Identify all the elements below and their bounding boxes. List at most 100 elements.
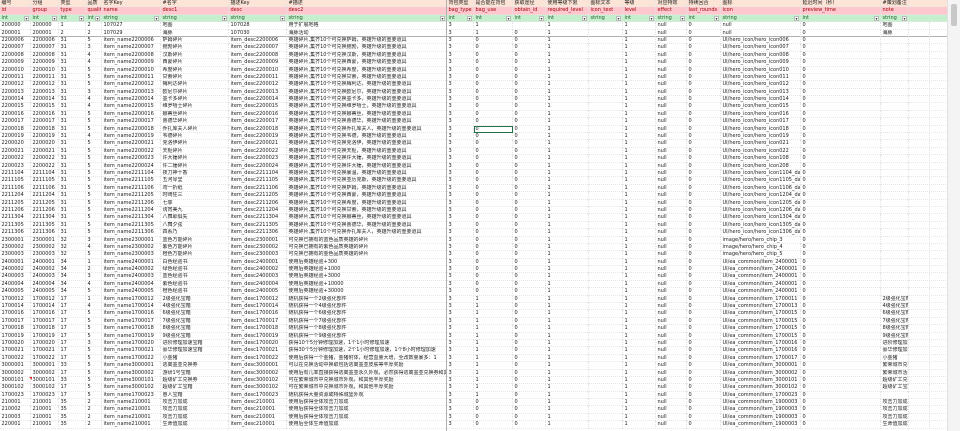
cell-icon[interactable]: UI/ea_common/item_1700016 <box>721 347 801 355</box>
cell-preview_time[interactable]: 0 <box>801 258 881 267</box>
empty-cell[interactable] <box>909 288 930 296</box>
cell-icon[interactable]: UI/hero_icon/hero_icon008 <box>721 51 801 60</box>
cell-obtain_id[interactable]: 0 <box>513 118 546 126</box>
cell-desc[interactable]: item_desc2200022 <box>229 147 287 156</box>
cell-name[interactable]: item_name1700014 <box>102 303 161 311</box>
cell-icon_text[interactable] <box>589 273 623 281</box>
cell-bag_use[interactable]: 1 <box>474 376 513 385</box>
cell-desc2[interactable]: 英雄碎片,集齐10个可兑换萨姆，英雄升级的重要道具 <box>287 36 447 45</box>
cell-required_level[interactable]: 1 <box>546 369 589 377</box>
cell-bag_type[interactable]: 3 <box>447 280 474 289</box>
cell-icon_text[interactable] <box>589 258 623 267</box>
cell-bag_use[interactable]: 1 <box>474 29 513 37</box>
cell-desc1[interactable]: 2级强化宝箱 <box>161 295 229 304</box>
cell-level[interactable]: 1 <box>623 273 656 281</box>
cell-level[interactable]: 1 <box>623 147 656 156</box>
cell-preview_time[interactable]: 0 <box>801 384 881 392</box>
cell-obtain_id[interactable]: 0 <box>513 236 546 244</box>
cell-level[interactable]: 1 <box>623 88 656 97</box>
cell-id[interactable]: 2200007 <box>0 44 31 52</box>
field-type-level[interactable]: int ▾ <box>623 14 656 23</box>
cell-effect[interactable]: null <box>656 147 687 156</box>
cell-required_level[interactable]: 1 <box>546 81 589 89</box>
cell-level[interactable]: 1 <box>623 73 656 82</box>
cell-obtain_id[interactable]: 0 <box>513 310 546 318</box>
cell-obtain_id[interactable]: 0 <box>513 192 546 200</box>
field-type-bag_type[interactable]: int ▾ <box>447 14 474 23</box>
empty-cell[interactable] <box>909 44 930 52</box>
cell-type[interactable]: 17 <box>59 317 86 326</box>
cell-bag_use[interactable]: 1 <box>474 347 513 355</box>
cell-id[interactable]: 2200015 <box>0 103 31 111</box>
cell-preview_time[interactable]: 0 <box>801 310 881 318</box>
cell-id[interactable]: 2200008 <box>0 51 31 60</box>
cell-desc2[interactable]: 使用后英雄经验+30000 <box>287 288 447 296</box>
cell-quality[interactable]: 5 <box>86 376 102 385</box>
cell-note[interactable] <box>881 36 909 45</box>
field-type-note[interactable]: string ▾ <box>881 14 909 23</box>
empty-cell[interactable] <box>909 362 930 370</box>
cell-quality[interactable]: 5 <box>86 177 102 185</box>
cell-id[interactable]: 2200016 <box>0 110 31 119</box>
filter-dropdown-icon[interactable]: ▾ <box>222 15 227 21</box>
cell-desc2[interactable]: 英雄碎片,集齐10个可兑换梅利达，英雄升级的重要道具 <box>287 81 447 89</box>
cell-group[interactable]: 3000102 <box>31 384 59 392</box>
cell-id[interactable]: 2200014 <box>0 96 31 104</box>
cell-name[interactable]: item_name1700022 <box>102 354 161 363</box>
empty-cell[interactable] <box>909 22 930 30</box>
cell-obtain_id[interactable]: 0 <box>513 362 546 370</box>
cell-group[interactable]: 2200020 <box>31 140 59 148</box>
cell-desc[interactable]: item_desc2400004 <box>229 280 287 289</box>
cell-icon_text[interactable] <box>589 214 623 222</box>
cell-bag_type[interactable]: 3 <box>447 258 474 267</box>
cell-last_rounds[interactable]: 0 <box>687 177 721 185</box>
cell-bag_type[interactable]: 3 <box>447 317 474 326</box>
column-header-note[interactable]: #策划备注 <box>881 0 909 8</box>
cell-last_rounds[interactable]: 0 <box>687 354 721 363</box>
cell-group[interactable]: 2211206 <box>31 206 59 215</box>
cell-obtain_id[interactable]: 0 <box>513 376 546 385</box>
cell-desc2[interactable]: 可兑换已拥有的紫色品质英雄的碎片 <box>287 243 447 252</box>
cell-desc[interactable]: item_desc2200019 <box>229 133 287 141</box>
cell-effect[interactable]: null <box>656 391 687 400</box>
cell-icon_text[interactable] <box>589 310 623 318</box>
cell-icon_text[interactable] <box>589 413 623 422</box>
field-name-id[interactable]: id <box>0 7 31 15</box>
cell-last_rounds[interactable]: 0 <box>687 162 721 170</box>
cell-last_rounds[interactable]: 0 <box>687 22 721 30</box>
cell-name[interactable]: item_name210001 <box>102 406 161 414</box>
cell-desc1[interactable]: 生命值加成 <box>161 421 229 429</box>
cell-level[interactable]: 1 <box>623 103 656 111</box>
cell-required_level[interactable]: 1 <box>546 258 589 267</box>
cell-quality[interactable]: 3 <box>86 273 102 281</box>
cell-note[interactable]: 进阶修理加速宝箱 <box>882 339 909 348</box>
cell-note[interactable]: 攻击力加成 <box>882 399 909 407</box>
cell-bag_type[interactable]: 3 <box>447 44 474 52</box>
cell-icon[interactable]: UI/hero_icon/hero_icon011 <box>721 73 801 82</box>
cell-preview_time[interactable]: 0 <box>801 110 881 119</box>
empty-cell[interactable] <box>909 310 930 318</box>
cell-bag_use[interactable]: 0 <box>474 280 513 289</box>
cell-desc2[interactable]: 英雄碎片,集齐10个可兑换鲍勃，英雄升级的重要道具 <box>287 44 447 52</box>
cell-desc2[interactable]: 英雄碎片,集齐10个可兑换天枢，英雄升级的重要道具 <box>287 147 447 156</box>
cell-required_level[interactable]: 1 <box>546 399 589 407</box>
cell-required_level[interactable]: 1 <box>546 266 589 274</box>
cell-icon[interactable]: UI/ea_common/item_1700015 <box>721 317 801 326</box>
cell-desc1[interactable]: 八舞夕弦 <box>161 221 229 230</box>
cell-quality[interactable]: 5 <box>86 229 102 237</box>
cell-preview_time[interactable]: 0 <box>801 214 881 222</box>
cell-desc1[interactable]: 绿色经验书 <box>161 266 229 274</box>
cell-desc2[interactable]: 使用后英雄经验+3000 <box>287 273 447 281</box>
cell-note[interactable] <box>881 51 909 60</box>
cell-required_level[interactable]: 1 <box>546 44 589 52</box>
cell-effect[interactable]: null <box>656 125 687 134</box>
cell-preview_time[interactable]: 0 <box>801 44 881 52</box>
cell-bag_use[interactable]: 0 <box>474 399 513 407</box>
cell-name[interactable]: item_name1700018 <box>102 325 161 333</box>
cell-obtain_id[interactable]: 0 <box>513 206 546 215</box>
cell-note[interactable]: 小金猪 <box>881 354 909 363</box>
cell-bag_type[interactable]: 3 <box>447 140 474 148</box>
cell-desc1[interactable]: 甘索碎片 <box>161 73 229 82</box>
empty-cell[interactable] <box>909 339 930 348</box>
cell-id[interactable]: 1700014 <box>0 303 31 311</box>
